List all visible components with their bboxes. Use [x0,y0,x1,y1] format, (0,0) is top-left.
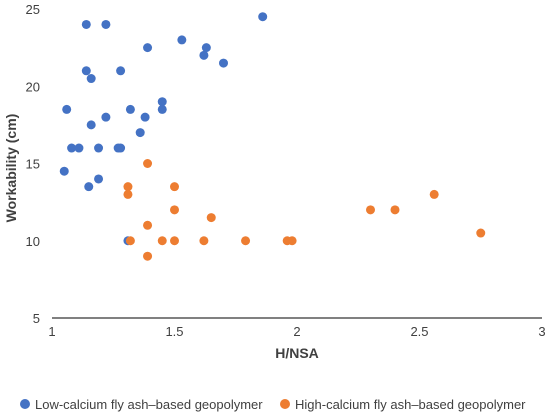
data-point-low-calcium [135,128,145,138]
data-point-low-calcium [81,66,91,76]
data-point-low-calcium [101,19,111,29]
x-tick-label: 3 [538,324,545,339]
data-point-high-calcium [170,205,179,215]
data-point-high-calcium [125,236,135,246]
data-point-high-calcium [143,159,153,168]
y-axis-title: Workability (cm) [3,114,19,223]
data-point-low-calcium [62,104,72,114]
x-tick-label: 2 [293,324,300,339]
data-point-high-calcium [241,236,251,246]
y-tick-label: 5 [33,311,40,326]
data-point-high-calcium [206,213,216,223]
data-point-high-calcium [366,205,375,215]
y-tick-label: 25 [26,2,40,17]
data-point-low-calcium [81,19,91,29]
data-point-low-calcium [199,50,209,60]
data-point-low-calcium [94,174,104,184]
x-tick-label: 1.5 [165,324,183,339]
data-point-low-calcium [219,58,228,68]
legend-label-high-calcium: High-calcium fly ash–based geopolymer [295,397,526,412]
data-point-low-calcium [157,104,167,114]
data-point-high-calcium [143,220,153,230]
data-point-low-calcium [86,120,96,130]
data-point-low-calcium [143,43,153,53]
data-point-high-calcium [170,236,179,246]
data-point-high-calcium [199,236,209,246]
y-tick-labels: 5 10 15 20 25 [26,2,40,326]
data-point-high-calcium [143,251,153,261]
legend-marker-low-calcium [20,399,30,409]
data-point-high-calcium [123,182,133,192]
data-point-low-calcium [101,112,111,122]
data-point-low-calcium [116,66,126,76]
legend: Low-calcium fly ash–based geopolymer Hig… [20,397,526,412]
data-point-high-calcium [287,236,297,246]
y-tick-label: 20 [26,79,40,94]
data-point-high-calcium [123,189,133,199]
x-tick-labels: 1 1.5 2 2.5 3 [48,324,545,339]
data-point-low-calcium [84,182,94,192]
data-point-high-calcium [157,236,167,246]
data-point-high-calcium [476,228,486,238]
data-point-low-calcium [94,143,104,153]
data-point-low-calcium [67,143,77,153]
data-point-low-calcium [140,112,150,122]
data-point-low-calcium [201,43,211,53]
data-point-low-calcium [74,143,84,153]
legend-label-low-calcium: Low-calcium fly ash–based geopolymer [35,397,263,412]
data-point-high-calcium [390,205,400,215]
legend-marker-high-calcium [280,399,290,409]
plot-area [59,12,486,261]
x-tick-label: 1 [48,324,55,339]
data-point-high-calcium [170,182,179,192]
data-point-low-calcium [258,12,268,22]
data-point-low-calcium [86,74,96,84]
data-point-low-calcium [157,97,167,107]
y-tick-label: 15 [26,157,40,172]
data-point-low-calcium [177,35,187,45]
data-point-low-calcium [125,104,135,114]
data-point-low-calcium [59,166,69,176]
x-axis-title: H/NSA [275,345,319,361]
data-point-high-calcium [429,189,439,199]
y-tick-label: 10 [26,234,40,249]
x-tick-label: 2.5 [410,324,428,339]
data-point-low-calcium [116,143,126,153]
